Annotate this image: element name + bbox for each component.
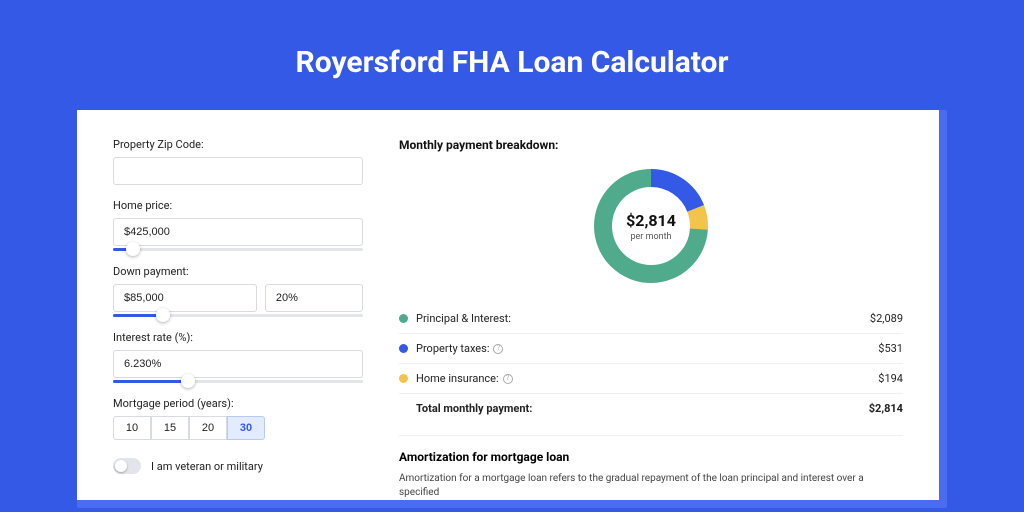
- veteran-toggle[interactable]: [113, 458, 141, 474]
- down-payment-amount-input[interactable]: [113, 284, 257, 312]
- calculator-card: Property Zip Code: Home price: Down paym…: [77, 110, 939, 500]
- breakdown-rows: Principal & Interest:$2,089Property taxe…: [399, 304, 903, 423]
- breakdown-value: $531: [878, 342, 903, 355]
- amortization-section: Amortization for mortgage loan Amortizat…: [399, 435, 903, 500]
- mortgage-period-option-15[interactable]: 15: [151, 416, 189, 440]
- breakdown-row-home_insurance: Home insurance:?$194: [399, 363, 903, 393]
- home-price-slider[interactable]: [113, 248, 363, 251]
- breakdown-panel: Monthly payment breakdown: $2,814 per mo…: [399, 138, 903, 500]
- page-title: Royersford FHA Loan Calculator: [0, 45, 1024, 80]
- mortgage-period-field: Mortgage period (years): 10152030: [113, 397, 363, 440]
- veteran-toggle-knob: [115, 460, 127, 472]
- interest-rate-slider-thumb[interactable]: [181, 374, 195, 388]
- home-price-field: Home price:: [113, 199, 363, 251]
- veteran-label: I am veteran or military: [151, 460, 263, 473]
- down-payment-slider-thumb[interactable]: [156, 308, 170, 322]
- info-icon[interactable]: ?: [493, 344, 503, 354]
- donut-label: per month: [630, 232, 671, 242]
- zip-label: Property Zip Code:: [113, 138, 363, 151]
- legend-dot-icon: [399, 374, 408, 383]
- interest-rate-label: Interest rate (%):: [113, 331, 363, 344]
- interest-rate-slider-fill: [113, 380, 188, 383]
- interest-rate-input[interactable]: [113, 350, 363, 378]
- breakdown-title: Monthly payment breakdown:: [399, 138, 903, 152]
- donut-amount: $2,814: [626, 211, 676, 230]
- legend-dot-icon: [399, 314, 408, 323]
- zip-input[interactable]: [113, 157, 363, 185]
- home-price-slider-thumb[interactable]: [126, 242, 140, 256]
- veteran-row: I am veteran or military: [113, 458, 363, 474]
- breakdown-row-principal_interest: Principal & Interest:$2,089: [399, 304, 903, 333]
- zip-field: Property Zip Code:: [113, 138, 363, 185]
- home-price-label: Home price:: [113, 199, 363, 212]
- mortgage-period-buttons: 10152030: [113, 416, 363, 440]
- form-panel: Property Zip Code: Home price: Down paym…: [113, 138, 363, 500]
- interest-rate-slider[interactable]: [113, 380, 363, 383]
- down-payment-slider[interactable]: [113, 314, 363, 317]
- breakdown-row-total: Total monthly payment:$2,814: [399, 393, 903, 423]
- mortgage-period-option-10[interactable]: 10: [113, 416, 151, 440]
- info-icon[interactable]: ?: [503, 374, 513, 384]
- breakdown-name: Principal & Interest:: [416, 312, 870, 325]
- amortization-title: Amortization for mortgage loan: [399, 450, 903, 464]
- down-payment-field: Down payment:: [113, 265, 363, 317]
- down-payment-label: Down payment:: [113, 265, 363, 278]
- donut-wrap: $2,814 per month: [399, 162, 903, 304]
- breakdown-value: $2,089: [870, 312, 903, 325]
- breakdown-name: Home insurance:?: [416, 372, 878, 385]
- home-price-input[interactable]: [113, 218, 363, 246]
- mortgage-period-label: Mortgage period (years):: [113, 397, 363, 410]
- breakdown-total-label: Total monthly payment:: [416, 402, 869, 415]
- interest-rate-field: Interest rate (%):: [113, 331, 363, 383]
- breakdown-name: Property taxes:?: [416, 342, 878, 355]
- mortgage-period-option-30[interactable]: 30: [227, 416, 265, 440]
- down-payment-percent-input[interactable]: [265, 284, 363, 312]
- card-shadow: Property Zip Code: Home price: Down paym…: [77, 110, 947, 508]
- legend-dot-icon: [399, 344, 408, 353]
- amortization-text: Amortization for a mortgage loan refers …: [399, 472, 903, 500]
- donut-center: $2,814 per month: [591, 166, 711, 286]
- mortgage-period-option-20[interactable]: 20: [189, 416, 227, 440]
- breakdown-row-property_taxes: Property taxes:?$531: [399, 333, 903, 363]
- breakdown-value: $194: [878, 372, 903, 385]
- breakdown-total-value: $2,814: [869, 402, 903, 415]
- payment-donut-chart: $2,814 per month: [591, 166, 711, 286]
